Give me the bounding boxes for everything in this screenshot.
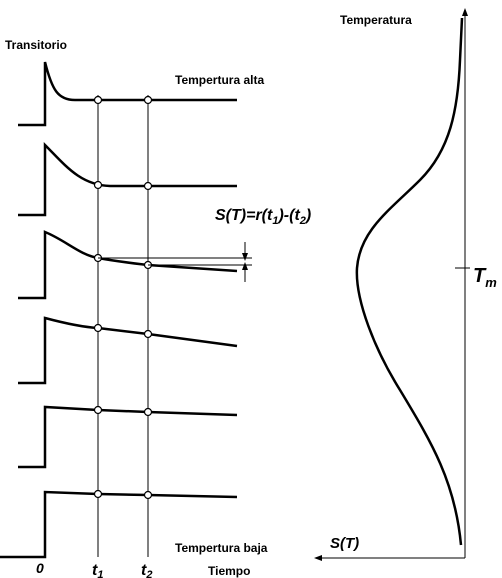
low-temp-label: Tempertura baja [175, 541, 268, 555]
distribution-curve [355, 17, 464, 546]
tm-base: T [473, 265, 487, 287]
origin-label: 0 [36, 560, 44, 576]
time-label: Tiempo [208, 564, 250, 578]
formula-part: S(T)=r(t [215, 207, 273, 224]
transient-label: Transitorio [5, 38, 67, 52]
formula-sub: 1 [272, 215, 278, 227]
sample-points [93, 95, 153, 500]
formula-part: ) [304, 207, 311, 224]
temperature-label: Temperatura [340, 13, 412, 27]
t1-label: t1 [92, 562, 103, 578]
distribution-axes [314, 8, 470, 561]
tm-label: Tm [473, 265, 497, 290]
formula-sub: 2 [299, 215, 306, 227]
t2-base: t [141, 562, 147, 578]
transient-curves [0, 61, 238, 559]
s-axis-label: S(T) [330, 535, 359, 552]
tm-sub: m [485, 275, 497, 290]
t2-sub: 2 [145, 569, 152, 578]
t1-sub: 1 [97, 569, 103, 578]
t2-label: t2 [141, 562, 152, 578]
time-guides [97, 95, 149, 557]
t1-base: t [92, 562, 98, 578]
formula-part: )-(t [276, 207, 300, 224]
difference-marker [98, 242, 252, 282]
formula: S(T)=r(t1)-(t2) [215, 207, 311, 227]
high-temp-label: Tempertura alta [175, 73, 264, 87]
